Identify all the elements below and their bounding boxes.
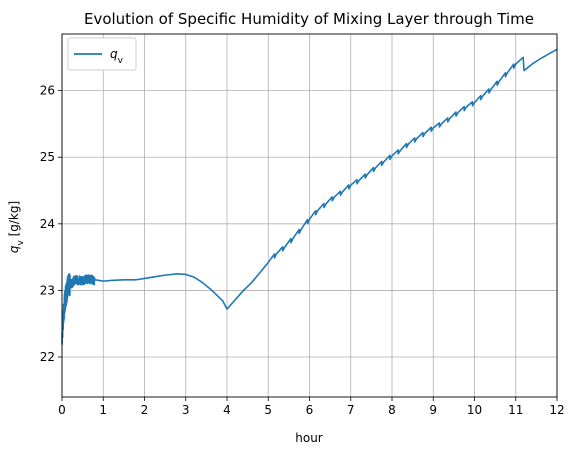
legend-label-symbol: q (110, 47, 118, 61)
x-tick-label: 10 (467, 403, 482, 417)
y-axis-label-symbol: q (7, 245, 21, 253)
x-tick-label: 3 (182, 403, 190, 417)
y-axis-label-units: [g/kg] (7, 201, 21, 240)
y-tick-label: 22 (40, 350, 55, 364)
series-line (61, 48, 558, 346)
y-tick-label: 24 (40, 217, 55, 231)
legend-label-subscript: v (118, 56, 124, 66)
x-tick-label: 4 (223, 403, 231, 417)
y-tick-label: 25 (40, 150, 55, 164)
x-tick-label: 6 (306, 403, 314, 417)
x-tick-label: 7 (347, 403, 355, 417)
x-tick-label: 9 (429, 403, 437, 417)
series-layer (61, 48, 558, 346)
legend: qv (67, 37, 137, 71)
x-tick-label: 5 (264, 403, 272, 417)
grid-layer (61, 34, 558, 397)
x-tick-label: 2 (141, 403, 149, 417)
y-axis-label-subscript: v (16, 240, 26, 246)
x-tick-label: 8 (388, 403, 396, 417)
y-tick-label: 26 (40, 84, 55, 98)
x-axis-label: hour (295, 431, 323, 445)
x-tick-label: 12 (549, 403, 564, 417)
x-tick-label: 1 (99, 403, 107, 417)
x-tick-label: 0 (58, 403, 66, 417)
y-tick-label: 23 (40, 283, 55, 297)
x-tick-label: 11 (508, 403, 523, 417)
y-axis-label: qv [g/kg] (7, 201, 26, 253)
chart-title: Evolution of Specific Humidity of Mixing… (84, 10, 534, 28)
legend-label: qv (110, 47, 124, 66)
